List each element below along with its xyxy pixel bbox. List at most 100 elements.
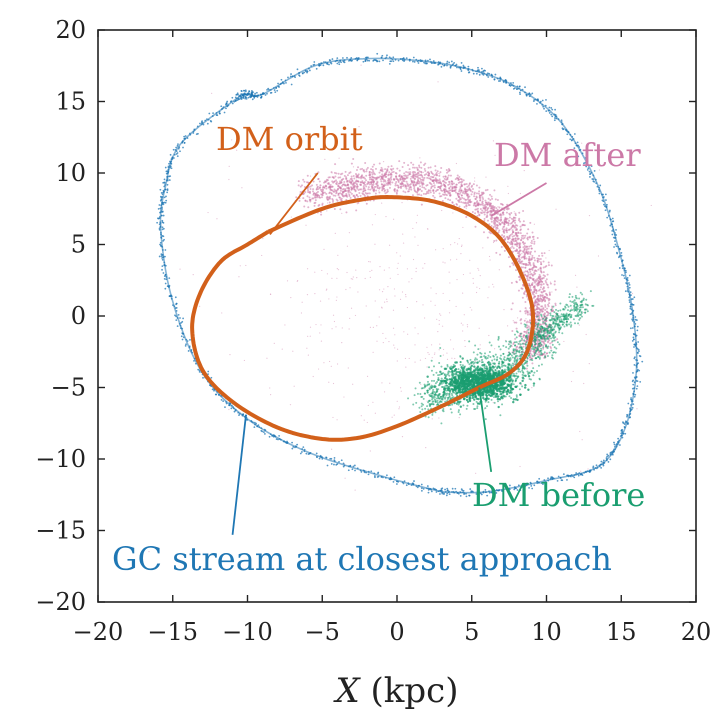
dm-after-particle bbox=[502, 211, 505, 214]
dm-after-particle bbox=[320, 340, 323, 342]
dm-before-particle bbox=[429, 394, 432, 397]
dm-before-particle bbox=[524, 323, 527, 326]
dm-after-particle bbox=[296, 280, 298, 282]
dm-before-particle bbox=[435, 397, 438, 400]
dm-after-particle bbox=[537, 283, 540, 286]
dm-before-particle bbox=[509, 345, 512, 348]
dm-after-particle bbox=[339, 176, 342, 179]
dm-before-core-particle bbox=[471, 394, 474, 397]
dm-after-particle bbox=[340, 199, 343, 202]
dm-before-particle bbox=[431, 400, 434, 403]
dm-before-particle bbox=[427, 399, 430, 402]
dm-after-particle bbox=[541, 277, 544, 280]
dm-after-particle bbox=[350, 187, 353, 190]
dm-after-particle bbox=[427, 352, 429, 354]
dm-after-particle bbox=[421, 186, 424, 189]
dm-before-particle bbox=[572, 300, 575, 303]
dm-after-particle bbox=[452, 348, 455, 350]
dm-before-particle bbox=[508, 352, 511, 355]
dm-after-particle bbox=[460, 253, 462, 255]
dm-before-particle bbox=[484, 407, 487, 410]
dm-after-particle bbox=[388, 244, 391, 246]
dm-after-particle bbox=[538, 258, 541, 261]
dm-after-particle bbox=[330, 171, 333, 174]
dm-before-particle bbox=[527, 331, 530, 334]
dm-after-particle bbox=[367, 404, 369, 407]
dm-before-core-particle bbox=[459, 375, 462, 378]
dm-after-particle bbox=[309, 175, 312, 177]
dm-after-particle bbox=[499, 253, 502, 256]
dm-after-particle bbox=[416, 301, 418, 303]
dm-after-particle bbox=[466, 185, 469, 188]
dm-before-particle bbox=[540, 363, 543, 366]
dm-after-particle bbox=[371, 179, 374, 182]
dm-after-particle bbox=[317, 368, 320, 370]
dm-before-core-particle bbox=[511, 387, 514, 391]
dm-after-particle bbox=[502, 229, 505, 232]
dm-after-particle bbox=[405, 296, 407, 298]
dm-before-particle bbox=[581, 293, 584, 296]
dm-after-particle bbox=[498, 206, 501, 209]
dm-after-particle bbox=[547, 261, 550, 264]
dm-after-particle bbox=[483, 217, 486, 220]
dm-before-core-particle bbox=[506, 390, 510, 393]
dm-after-particle bbox=[439, 313, 441, 315]
dm-before-core-particle bbox=[502, 361, 505, 364]
dm-before-particle bbox=[442, 410, 445, 413]
dm-after-particle bbox=[409, 185, 412, 188]
dm-after-particle bbox=[344, 170, 347, 173]
dm-after-particle bbox=[365, 170, 368, 173]
dm-after-particle bbox=[314, 201, 317, 204]
dm-after-particle bbox=[381, 291, 384, 293]
dm-after-particle bbox=[472, 277, 474, 280]
dm-after-particle bbox=[488, 223, 491, 226]
dm-after-particle bbox=[539, 269, 542, 272]
dm-before-particle bbox=[504, 364, 507, 367]
dm-after-particle bbox=[371, 175, 374, 178]
dm-after-particle bbox=[336, 268, 338, 270]
dm-before-core-particle bbox=[437, 378, 440, 382]
dm-after-particle bbox=[537, 268, 540, 271]
dm-after-particle bbox=[262, 237, 264, 240]
dm-after-particle bbox=[427, 174, 430, 177]
dm-after-particle bbox=[470, 185, 473, 188]
dm-after-particle bbox=[547, 303, 550, 306]
dm-after-particle bbox=[359, 194, 362, 197]
dm-after-particle bbox=[517, 289, 520, 292]
dm-after-particle bbox=[554, 304, 557, 307]
dm-after-particle bbox=[363, 419, 365, 421]
dm-after-particle bbox=[346, 245, 349, 247]
dm-after-particle bbox=[540, 291, 543, 294]
dm-before-particle bbox=[580, 312, 583, 315]
dm-after-particle bbox=[335, 172, 338, 175]
dm-after-particle bbox=[509, 246, 512, 249]
dm-before-particle bbox=[495, 359, 498, 362]
dm-before-particle bbox=[519, 335, 522, 338]
dm-after-particle bbox=[535, 289, 538, 292]
dm-after-particle bbox=[523, 290, 526, 293]
dm-after-particle bbox=[527, 247, 530, 250]
dm-after-particle bbox=[404, 177, 407, 180]
dm-after-particle bbox=[441, 209, 443, 212]
dm-after-particle bbox=[538, 297, 541, 300]
dm-before-particle bbox=[428, 366, 431, 369]
dm-after-particle bbox=[313, 192, 316, 195]
dm-after-particle bbox=[533, 295, 536, 298]
dm-after-particle bbox=[504, 238, 507, 241]
dm-after-particle bbox=[528, 321, 531, 324]
dm-before-particle bbox=[521, 369, 524, 372]
dm-after-particle bbox=[352, 166, 355, 168]
dm-after-particle bbox=[499, 202, 502, 205]
dm-after-particle bbox=[325, 289, 327, 291]
dm-after-particle bbox=[396, 267, 398, 269]
dm-after-particle bbox=[490, 224, 493, 227]
dm-before-particle bbox=[556, 313, 559, 316]
dm-before-particle bbox=[521, 353, 524, 356]
dm-after-particle bbox=[340, 197, 343, 200]
dm-after-particle bbox=[467, 184, 470, 187]
dm-after-particle bbox=[462, 330, 464, 332]
dm-after-particle bbox=[542, 347, 545, 350]
dm-after-particle bbox=[517, 232, 520, 235]
dm-after-particle bbox=[459, 198, 462, 201]
dm-after-particle bbox=[510, 227, 513, 230]
